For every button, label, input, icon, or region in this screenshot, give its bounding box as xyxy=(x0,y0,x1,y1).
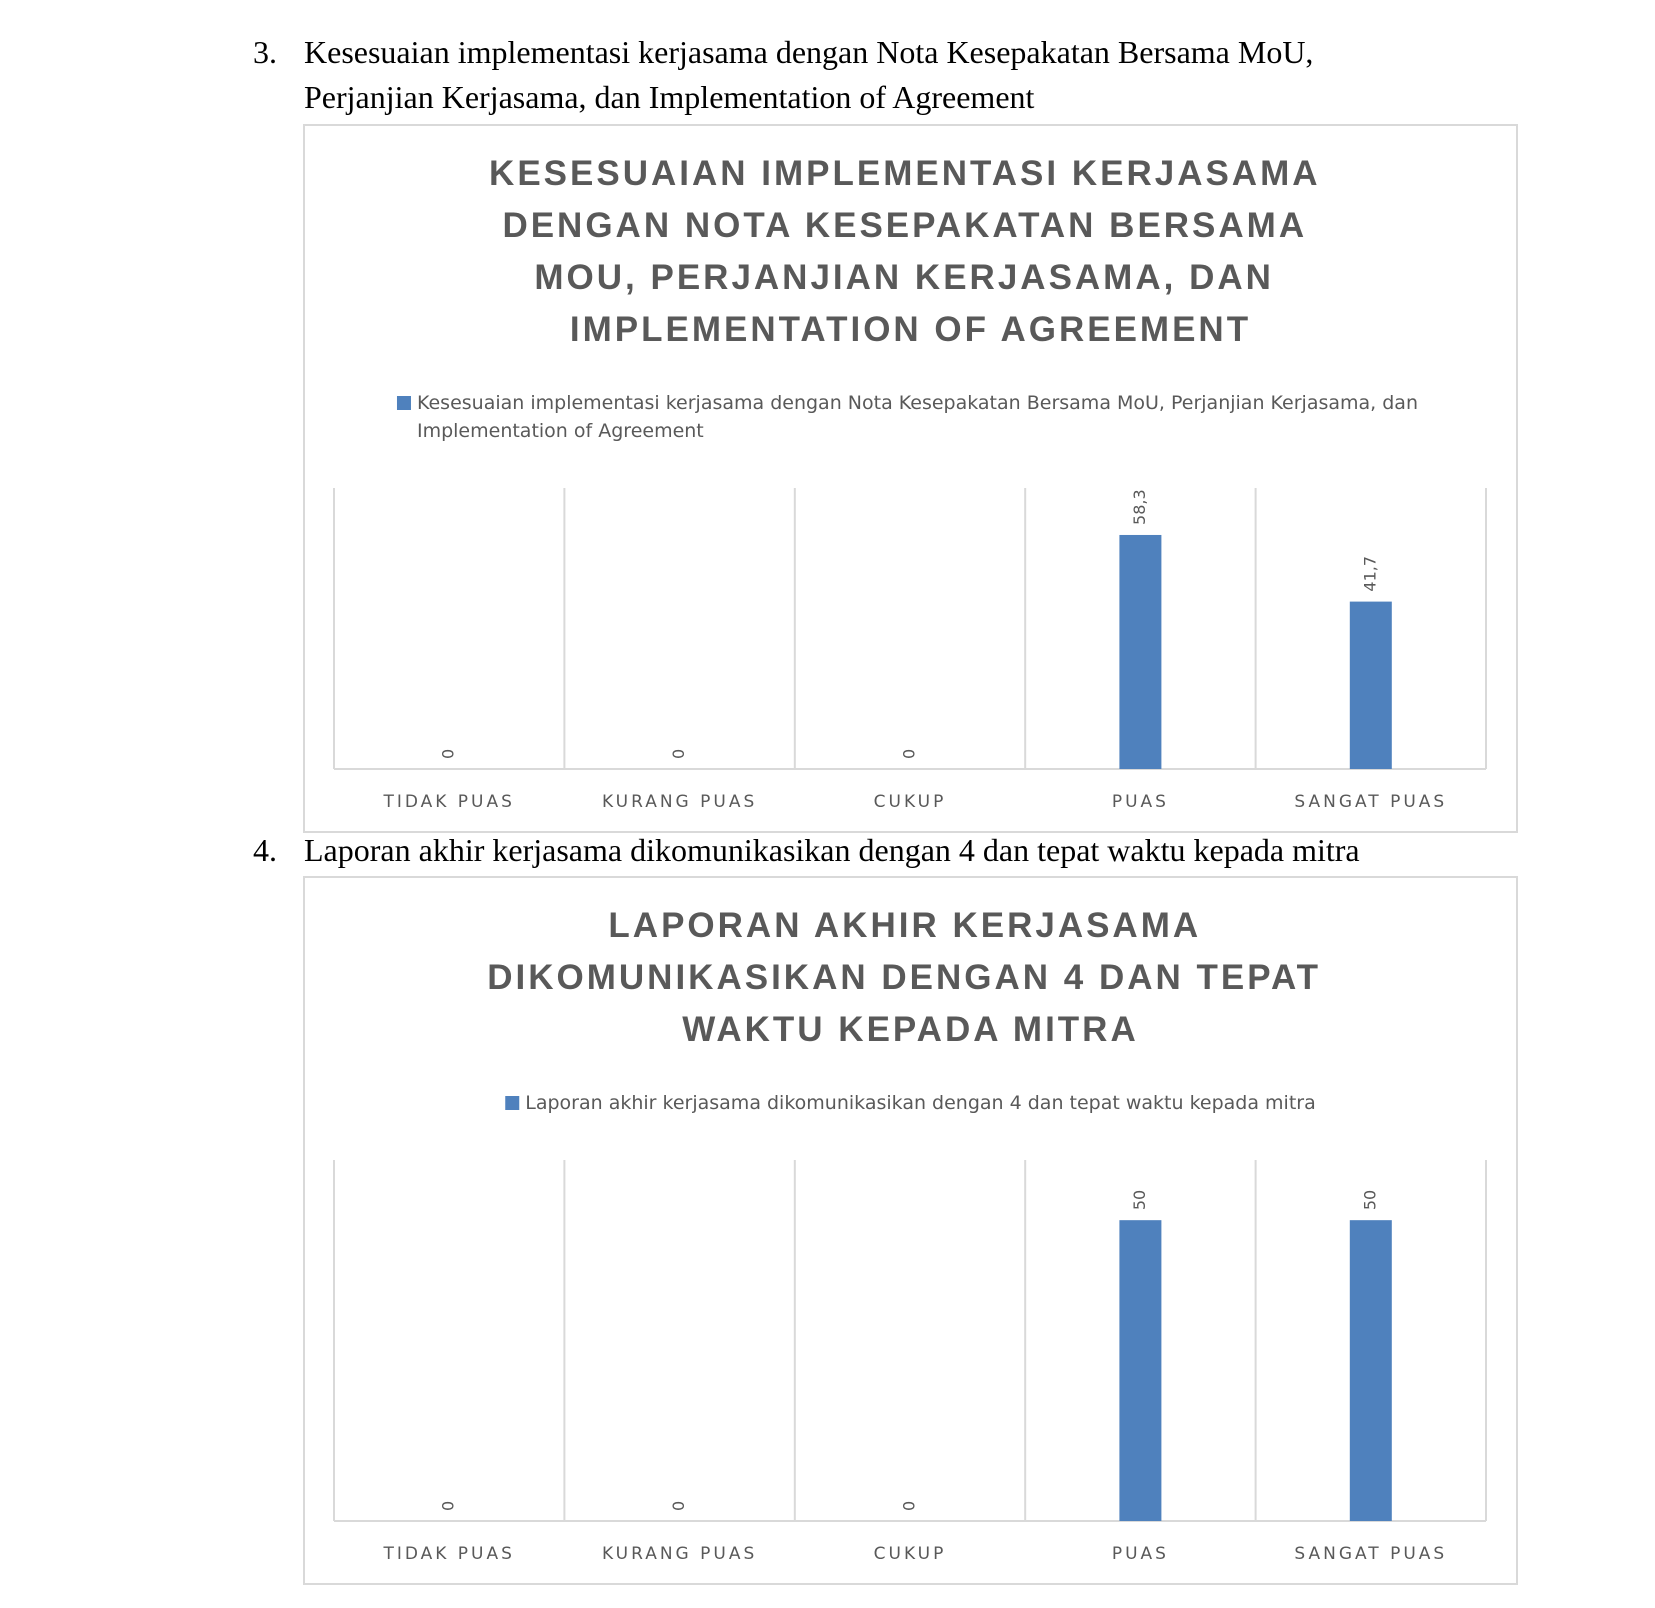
legend: Kesesuaian implementasi kerjasama dengan… xyxy=(396,392,1424,442)
item-text: Laporan akhir kerjasama dikomunikasikan … xyxy=(304,832,1360,868)
x-tick-label: SANGAT PUAS xyxy=(1294,1544,1447,1564)
x-tick-label: TIDAK PUAS xyxy=(382,792,515,812)
legend-label: Kesesuaian implementasi kerjasama dengan… xyxy=(417,392,1424,442)
x-tick-label: CUKUP xyxy=(874,792,947,812)
data-label: 0 xyxy=(900,1501,919,1511)
chart-frame xyxy=(303,876,1518,1585)
bar xyxy=(1119,1220,1162,1521)
data-label: 0 xyxy=(669,1501,688,1511)
data-label: 0 xyxy=(439,749,458,759)
item-number: 3. xyxy=(253,34,277,70)
x-tick-label: PUAS xyxy=(1112,1544,1169,1564)
bar xyxy=(1119,534,1162,769)
bar xyxy=(1349,601,1392,769)
data-label: 58,3 xyxy=(1130,489,1149,525)
chart-frame xyxy=(303,124,1518,833)
data-label: 0 xyxy=(439,1501,458,1511)
data-label: 0 xyxy=(669,749,688,759)
legend-swatch xyxy=(396,396,411,410)
x-tick-label: KURANG PUAS xyxy=(602,1544,757,1564)
legend: Laporan akhir kerjasama dikomunikasikan … xyxy=(505,1092,1316,1114)
bar xyxy=(1349,1220,1392,1521)
legend-label: Laporan akhir kerjasama dikomunikasikan … xyxy=(525,1092,1316,1114)
data-label: 50 xyxy=(1130,1190,1149,1210)
item-number: 4. xyxy=(253,832,277,868)
data-label: 41,7 xyxy=(1360,556,1379,592)
legend-swatch xyxy=(505,1096,520,1110)
data-label: 50 xyxy=(1360,1190,1379,1210)
x-tick-label: KURANG PUAS xyxy=(602,792,757,812)
chart-title: LAPORAN AKHIR KERJASAMA DIKOMUNIKASIKAN … xyxy=(487,906,1334,1049)
item-text: Kesesuaian implementasi kerjasama dengan… xyxy=(304,34,1314,115)
x-tick-label: PUAS xyxy=(1112,792,1169,812)
x-tick-label: SANGAT PUAS xyxy=(1294,792,1447,812)
x-tick-label: TIDAK PUAS xyxy=(382,1544,515,1564)
data-label: 0 xyxy=(900,749,919,759)
chart-title: KESESUAIAN IMPLEMENTASI KERJASAMA DENGAN… xyxy=(489,154,1332,349)
x-tick-label: CUKUP xyxy=(874,1544,947,1564)
